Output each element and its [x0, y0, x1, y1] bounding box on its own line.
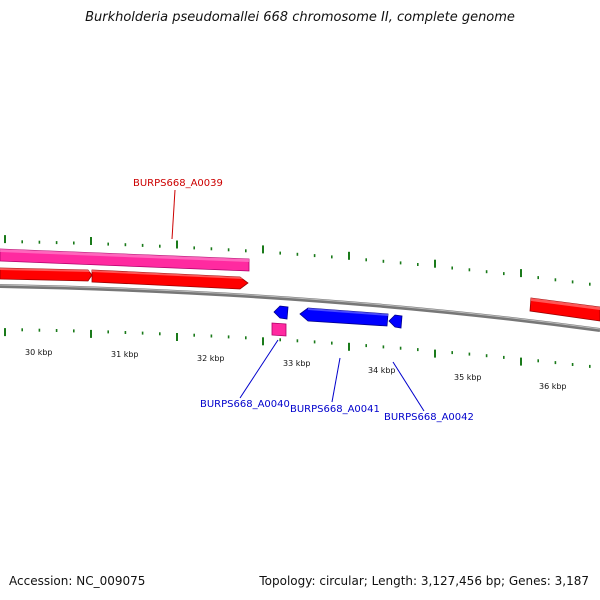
callout-line-a0042 [392, 361, 425, 412]
gene-arrow-forward-a0039[interactable] [91, 269, 249, 290]
callout-line-a0040 [239, 339, 279, 399]
genome-summary-text: Topology: circular; Length: 3,127,456 bp… [259, 574, 589, 588]
gene-label-bottom[interactable]: BURPS668_A0042 [384, 412, 474, 423]
accession-text: Accession: NC_009075 [9, 574, 146, 588]
callout-line-a0041 [331, 357, 341, 403]
gene-label-bottom[interactable]: BURPS668_A0040 [200, 399, 290, 410]
scale-labels: 30 kbp 31 kbp 32 kbp 33 kbp 34 kbp 35 kb… [25, 348, 567, 391]
scale-label: 35 kbp [454, 373, 482, 382]
scale-ticks-top [4, 235, 591, 286]
scale-label: 31 kbp [111, 350, 139, 359]
gene-arrow-forward-right[interactable] [529, 297, 600, 322]
chromosome-backbone [0, 284, 600, 332]
pink-feature-a0039[interactable] [0, 248, 250, 272]
scale-ticks-bottom [4, 328, 591, 368]
scale-label: 33 kbp [283, 359, 311, 368]
gene-arrow-forward[interactable] [0, 267, 93, 282]
scale-label: 34 kbp [368, 366, 396, 375]
chromosome-backbone-highlight [0, 284, 600, 330]
pink-feature-a0040[interactable] [271, 322, 287, 337]
scale-label: 30 kbp [25, 348, 53, 357]
gene-arrow-reverse-a0042[interactable] [388, 314, 403, 329]
gene-arrow-reverse-a0041[interactable] [299, 307, 389, 327]
gene-arrow-reverse-a0040[interactable] [273, 305, 289, 320]
page-title: Burkholderia pseudomallei 668 chromosome… [85, 10, 515, 25]
gene-label-top[interactable]: BURPS668_A0039 [133, 178, 223, 189]
callout-line-a0039 [171, 189, 176, 240]
scale-label: 32 kbp [197, 354, 225, 363]
gene-label-bottom[interactable]: BURPS668_A0041 [290, 404, 380, 415]
scale-label: 36 kbp [539, 382, 567, 391]
